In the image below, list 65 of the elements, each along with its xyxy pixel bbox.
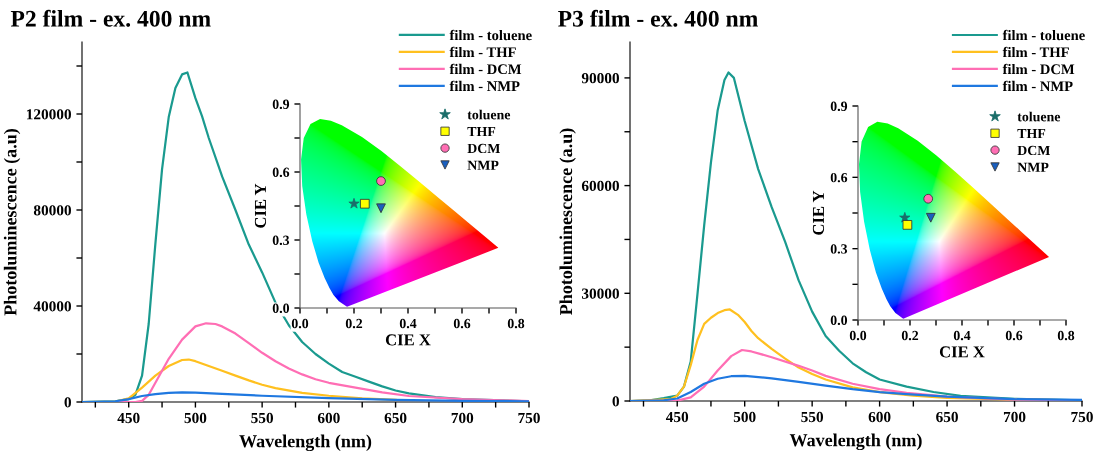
x-tick-label: 0.2 (901, 330, 919, 341)
x-tick-label: 450 (117, 412, 140, 424)
y-tick-label: 40000 (33, 301, 71, 312)
x-tick-label: 650 (936, 411, 958, 423)
y-axis-title: Photoluminescence (a.u) (3, 129, 21, 316)
y-tick-label: 30000 (581, 288, 619, 299)
x-tick-label: 650 (384, 412, 407, 424)
y-tick-label: 0.9 (830, 101, 848, 112)
x-tick-label: 0.6 (453, 318, 471, 329)
legend-label: DCM (1017, 145, 1051, 156)
legend-label: film - DCM (449, 63, 522, 75)
y-tick-label: 80000 (33, 205, 71, 216)
x-tick-label: 750 (518, 412, 540, 424)
legend-label: THF (467, 127, 496, 137)
x-axis-title: CIE X (939, 346, 985, 358)
legend-label: toluene (467, 109, 511, 120)
y-tick-label: 0 (64, 397, 71, 408)
x-tick-label: 500 (733, 411, 756, 423)
x-tick-label: 600 (317, 412, 340, 424)
y-tick-label: 120000 (26, 109, 71, 120)
legend-label: NMP (1017, 162, 1049, 172)
x-tick-label: 0.4 (953, 330, 971, 341)
legend-label: film - NMP (1002, 80, 1073, 91)
y-tick-label: 0.6 (830, 172, 848, 183)
legend-label: toluene (1017, 111, 1061, 122)
y-tick-label: 0 (612, 396, 619, 407)
x-tick-label: 550 (801, 411, 824, 423)
legend-label: film - toluene (1002, 29, 1085, 41)
x-tick-label: 700 (1003, 411, 1026, 423)
x-tick-label: 0.0 (849, 330, 867, 341)
x-tick-label: 550 (251, 412, 274, 424)
x-tick-label: 450 (665, 411, 689, 423)
x-axis-title: Wavelength (nm) (239, 434, 372, 452)
y-tick-label: 0.3 (830, 244, 848, 254)
x-axis-title: Wavelength (nm) (789, 433, 922, 451)
legend-label: NMP (467, 160, 499, 170)
x-tick-label: 0.6 (1005, 330, 1023, 341)
x-tick-label: 0.0 (291, 318, 309, 329)
legend-label: film - THF (1002, 46, 1069, 58)
y-tick-label: 0.3 (272, 235, 290, 246)
x-tick-label: 700 (451, 412, 474, 424)
legend-label: film - NMP (449, 80, 520, 91)
legend-label: film - DCM (1002, 63, 1075, 75)
chart-title: P2 film - ex. 400 nm (10, 9, 211, 27)
y-axis-title: Photoluminescence (a.u) (559, 128, 576, 315)
chart-title: P3 film - ex. 400 nm (558, 9, 758, 27)
y-tick-label: 0.6 (272, 167, 290, 178)
legend-label: film - THF (449, 46, 516, 57)
legend-label: THF (1017, 129, 1046, 139)
x-tick-label: 0.4 (399, 318, 417, 329)
x-tick-label: 600 (868, 411, 891, 423)
x-axis-title: CIE X (385, 334, 431, 346)
y-tick-label: 0.9 (272, 99, 290, 110)
x-tick-label: 0.8 (507, 318, 525, 329)
y-axis-title: CIE Y (254, 183, 267, 228)
legend-label: film - toluene (449, 29, 532, 41)
x-tick-label: 0.2 (345, 318, 363, 329)
x-tick-label: 0.8 (1057, 330, 1075, 341)
x-tick-label: 750 (1071, 411, 1093, 423)
y-tick-label: 90000 (581, 73, 619, 84)
y-tick-label: 60000 (581, 180, 619, 192)
legend-label: DCM (467, 143, 501, 154)
y-tick-label: 0.0 (272, 303, 290, 314)
x-tick-label: 500 (184, 412, 207, 424)
y-axis-title: CIE Y (812, 190, 825, 235)
